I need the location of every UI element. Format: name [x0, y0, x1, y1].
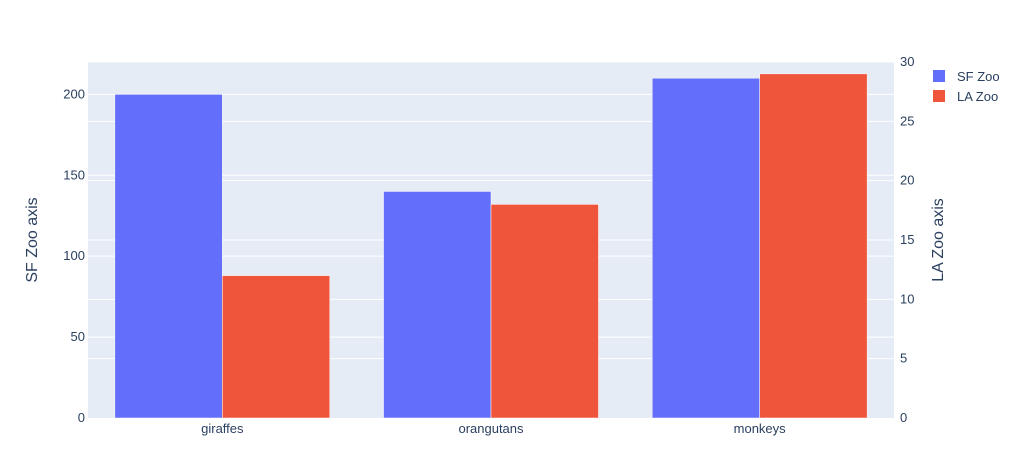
x-axis-ticks: giraffes orangutans monkeys — [201, 421, 786, 436]
left-y-tick-label: 100 — [63, 248, 85, 263]
left-y-tick-label: 200 — [63, 86, 85, 101]
legend-item-sf-zoo[interactable]: SF Zoo — [933, 69, 1000, 84]
right-y-tick-label: 0 — [900, 410, 907, 425]
left-y-tick-label: 50 — [71, 329, 85, 344]
x-tick-label: giraffes — [201, 421, 244, 436]
right-y-axis-title: LA Zoo axis — [930, 198, 947, 282]
bar-sf-zoo-orangutans[interactable] — [383, 191, 492, 419]
legend-label: SF Zoo — [957, 69, 1000, 84]
left-y-axis-ticks: 0 50 100 150 200 — [63, 86, 85, 425]
right-y-tick-label: 25 — [900, 113, 914, 128]
right-y-tick-label: 5 — [900, 351, 907, 366]
bar-la-zoo-giraffes[interactable] — [222, 275, 331, 419]
right-y-tick-label: 10 — [900, 291, 914, 306]
x-tick-label: orangutans — [458, 421, 524, 436]
left-y-axis-title: SF Zoo axis — [24, 197, 41, 282]
bar-sf-zoo-giraffes[interactable] — [114, 94, 223, 419]
right-y-tick-label: 15 — [900, 232, 914, 247]
right-y-axis-ticks: 0 5 10 15 20 25 30 — [900, 54, 914, 425]
legend-swatch — [933, 90, 945, 102]
bar-la-zoo-orangutans[interactable] — [490, 204, 599, 419]
left-y-tick-label: 0 — [78, 410, 85, 425]
left-y-tick-label: 150 — [63, 167, 85, 182]
bars — [114, 73, 868, 419]
x-tick-label: monkeys — [734, 421, 787, 436]
legend[interactable]: SF Zoo LA Zoo — [933, 69, 1000, 104]
bar-sf-zoo-monkeys[interactable] — [651, 77, 760, 419]
legend-label: LA Zoo — [957, 89, 998, 104]
bar-la-zoo-monkeys[interactable] — [759, 73, 868, 419]
legend-swatch — [933, 70, 945, 82]
right-y-tick-label: 20 — [900, 173, 914, 188]
right-y-tick-label: 30 — [900, 54, 914, 69]
legend-item-la-zoo[interactable]: LA Zoo — [933, 89, 998, 104]
